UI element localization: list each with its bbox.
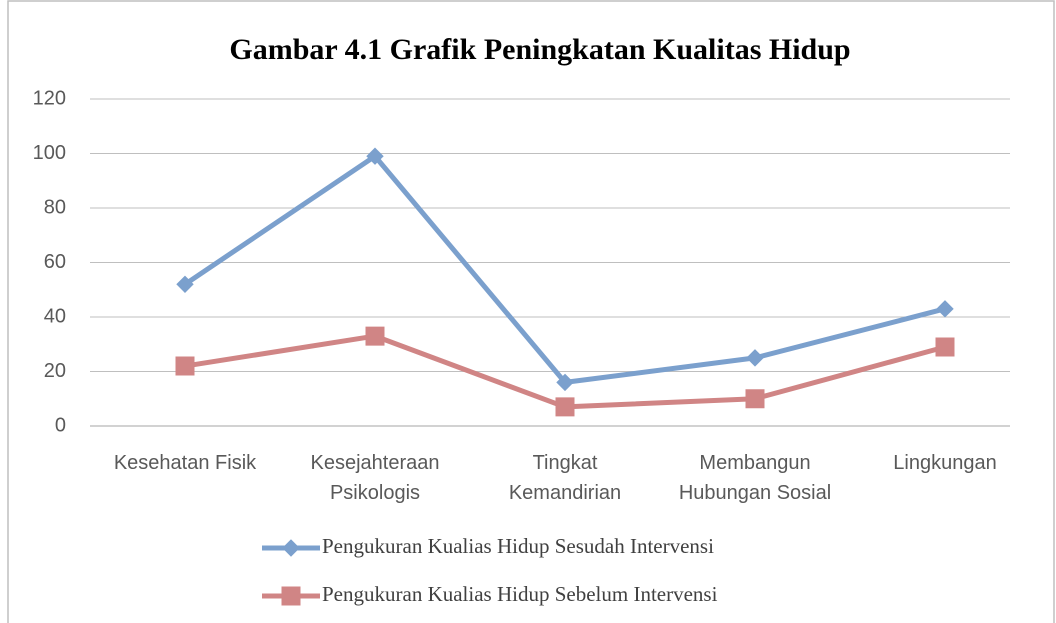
legend-marker	[282, 539, 300, 557]
data-point	[935, 337, 955, 357]
data-point	[745, 389, 765, 409]
legend-marker	[281, 586, 301, 606]
x-tick-label: Lingkungan	[893, 452, 997, 474]
data-point	[366, 147, 384, 165]
data-point	[176, 275, 194, 294]
data-point	[936, 300, 954, 318]
data-point	[555, 397, 575, 417]
data-point	[175, 356, 195, 376]
x-tick-label: Kesehatan Fisik	[113, 452, 257, 474]
y-tick-label: 120	[33, 87, 66, 109]
y-tick-label: 60	[44, 251, 66, 273]
chart-title: Gambar 4.1 Grafik Peningkatan Kualitas H…	[229, 33, 850, 66]
data-point	[746, 349, 764, 367]
data-point	[556, 373, 574, 392]
x-tick-label: Kesejahteraan Psikologis	[310, 452, 440, 504]
x-tick-label: Membangun Hubungan Sosial	[678, 452, 832, 504]
y-tick-label: 40	[44, 305, 66, 327]
x-tick-label: Tingkat Kemandirian	[508, 452, 622, 504]
chart-border	[7, 0, 1055, 623]
legend-label: Pengukuran Kualias Hidup Sesudah Interve…	[322, 534, 714, 558]
y-tick-label: 80	[44, 196, 66, 218]
y-tick-label: 100	[33, 142, 66, 164]
legend-label: Pengukuran Kualias Hidup Sebelum Interve…	[322, 582, 718, 606]
y-tick-label: 0	[55, 414, 66, 436]
y-tick-label: 20	[44, 360, 66, 382]
data-point	[365, 326, 385, 346]
